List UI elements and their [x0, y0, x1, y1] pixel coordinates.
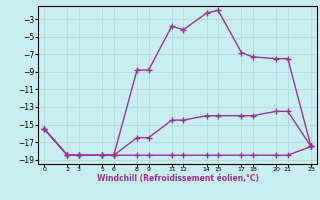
- X-axis label: Windchill (Refroidissement éolien,°C): Windchill (Refroidissement éolien,°C): [97, 174, 259, 183]
